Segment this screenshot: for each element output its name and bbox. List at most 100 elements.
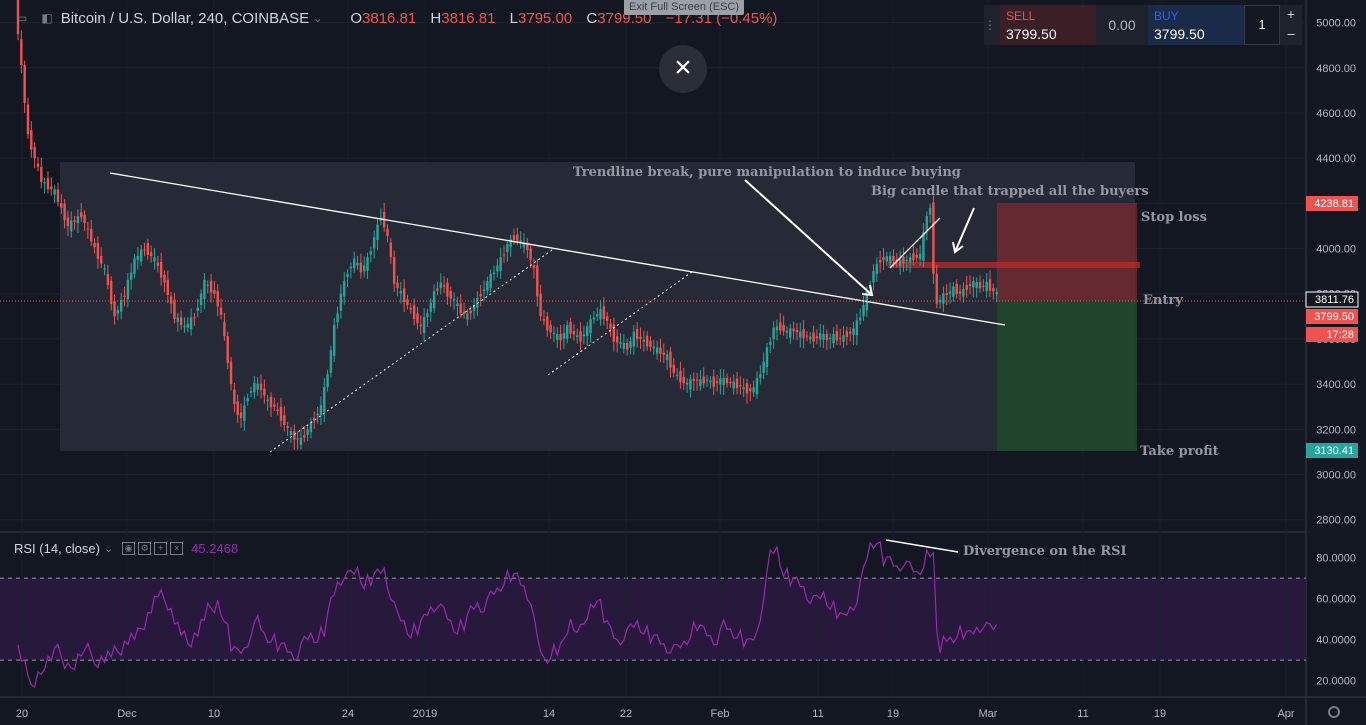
candle-body bbox=[452, 299, 456, 301]
candle-body bbox=[775, 326, 779, 331]
menu-icon[interactable]: ▭ bbox=[16, 11, 28, 25]
candle-body bbox=[276, 409, 279, 412]
rsi-header: RSI (14, close) ⌄ ◉ ⚙ + × 45.2468 bbox=[14, 541, 238, 556]
candle-body bbox=[835, 331, 839, 341]
candle-body bbox=[179, 317, 183, 326]
candle-body bbox=[682, 376, 685, 384]
plus-button[interactable]: + bbox=[1286, 6, 1296, 22]
candle-body bbox=[189, 317, 193, 330]
candle-body bbox=[955, 283, 958, 295]
chevron-down-icon[interactable]: ⌄ bbox=[313, 12, 323, 25]
candle-body bbox=[43, 182, 46, 184]
candle-body bbox=[40, 166, 43, 183]
candle-body bbox=[63, 203, 66, 221]
candle-body bbox=[918, 253, 922, 260]
candle-body bbox=[556, 333, 559, 340]
collapse-icon[interactable]: ◧ bbox=[41, 11, 53, 25]
candle-body bbox=[719, 378, 722, 385]
price-tick-label: 4400.00 bbox=[1316, 153, 1356, 165]
candle-body bbox=[286, 426, 289, 428]
candle-body bbox=[928, 207, 932, 215]
candle-body bbox=[296, 438, 299, 440]
candle-body bbox=[126, 279, 130, 300]
candle-body bbox=[612, 324, 616, 342]
candle-body bbox=[516, 234, 519, 241]
time-tick-label: 24 bbox=[342, 708, 354, 720]
candle-body bbox=[289, 431, 293, 435]
candle-body bbox=[313, 418, 316, 421]
buy-button[interactable]: BUY 3799.50 bbox=[1148, 5, 1244, 45]
remove-icon[interactable]: × bbox=[170, 542, 184, 555]
candle-body bbox=[396, 282, 399, 289]
symbol-title[interactable]: Bitcoin / U.S. Dollar, 240, COINBASE bbox=[60, 9, 310, 27]
time-tick-label: Apr bbox=[1277, 708, 1294, 720]
close-icon[interactable]: × bbox=[659, 45, 707, 93]
candle-body bbox=[336, 313, 339, 323]
minus-button[interactable]: − bbox=[1286, 26, 1296, 42]
stop-price-tag bbox=[1306, 196, 1358, 211]
candle-body bbox=[872, 271, 875, 283]
candle-body bbox=[892, 256, 895, 262]
settings-icon[interactable]: ⚙ bbox=[138, 542, 152, 555]
candle-body bbox=[759, 374, 762, 379]
candle-body bbox=[712, 376, 715, 387]
candle-body bbox=[629, 341, 632, 348]
candle-body bbox=[123, 295, 126, 297]
price-tick-label: 3400.00 bbox=[1316, 379, 1356, 391]
candle-body bbox=[359, 262, 363, 273]
candle-body bbox=[372, 237, 376, 249]
candle-body bbox=[652, 346, 656, 349]
drag-handle-icon[interactable]: ⋮⋮ bbox=[984, 5, 1008, 45]
candle-body bbox=[606, 316, 609, 321]
candle-body bbox=[249, 391, 253, 393]
sell-button[interactable]: SELL 3799.50 bbox=[1000, 5, 1096, 45]
candle-body bbox=[33, 146, 36, 159]
candle-body bbox=[419, 324, 422, 327]
arrow-head-2 bbox=[952, 241, 964, 254]
trade-panel: ⋮⋮ SELL 3799.50 0.00 BUY 3799.50 1 + − bbox=[984, 5, 1302, 45]
chevron-down-icon[interactable]: ⌄ bbox=[103, 543, 114, 555]
candle-body bbox=[139, 249, 143, 262]
candle-body bbox=[542, 319, 546, 321]
candle-body bbox=[755, 378, 759, 395]
candle-body bbox=[66, 217, 70, 226]
candle-body bbox=[888, 256, 892, 264]
candle-body bbox=[193, 317, 196, 319]
candle-body bbox=[173, 299, 176, 320]
gear-icon[interactable] bbox=[1328, 706, 1340, 718]
candle-body bbox=[932, 202, 935, 274]
candle-body bbox=[722, 378, 725, 386]
rsi-divergence-line bbox=[885, 539, 959, 553]
candle-body bbox=[119, 299, 123, 312]
candle-body bbox=[456, 303, 459, 306]
rsi-title[interactable]: RSI (14, close) bbox=[14, 541, 100, 556]
candle-body bbox=[982, 285, 985, 287]
candle-body bbox=[662, 352, 665, 355]
exit-fullscreen-hint[interactable]: Exit Full Screen (ESC) bbox=[624, 0, 745, 15]
countdown-tag bbox=[1306, 327, 1358, 342]
rally-line bbox=[889, 217, 941, 269]
candle-body bbox=[60, 203, 63, 208]
eye-icon[interactable]: ◉ bbox=[122, 542, 136, 555]
candle-body bbox=[862, 305, 865, 317]
candle-body bbox=[499, 257, 502, 271]
candle-body bbox=[86, 228, 90, 230]
candle-body bbox=[765, 347, 769, 367]
candle-body bbox=[655, 347, 659, 354]
candle-body bbox=[825, 333, 829, 341]
add-icon[interactable]: + bbox=[154, 542, 168, 555]
candle-body bbox=[912, 253, 915, 261]
candle-body bbox=[689, 379, 692, 390]
candle-body bbox=[579, 331, 582, 342]
candle-body bbox=[176, 317, 179, 322]
candle-body bbox=[243, 405, 246, 421]
candle-body bbox=[695, 379, 699, 381]
candle-body bbox=[186, 323, 189, 328]
quantity-field[interactable]: 1 bbox=[1244, 5, 1280, 45]
stop-price-label: 4238.81 bbox=[1314, 198, 1354, 210]
candle-body bbox=[935, 273, 938, 304]
candle-body bbox=[699, 379, 702, 387]
candle-body bbox=[143, 249, 146, 251]
candle-body bbox=[589, 319, 592, 334]
